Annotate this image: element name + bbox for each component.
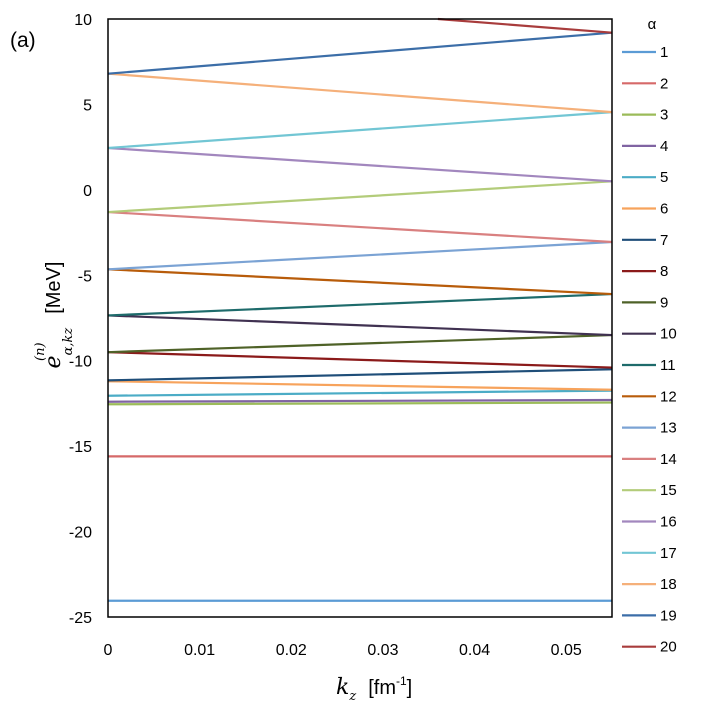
legend-label-6: 6: [660, 201, 668, 218]
x-axis-unit: [fm: [368, 677, 396, 699]
y-tick-label: 5: [83, 97, 92, 114]
x-axis-symbol: k: [336, 675, 349, 700]
legend-title: α: [648, 16, 657, 33]
legend-label-10: 10: [660, 326, 677, 343]
plot-frame: [107, 18, 613, 618]
x-tick-label: 0.02: [276, 642, 307, 659]
y-tick-labels: 10 5 0 -5 -10 -15 -20 -25: [69, 12, 92, 627]
x-axis-unit-end: ]: [407, 677, 413, 699]
legend-label-18: 18: [660, 576, 677, 593]
y-axis-label: eα,kz [MeV] (n): [33, 262, 76, 369]
x-axis-unit-superscript: -1: [396, 674, 407, 688]
y-tick-label: 10: [74, 12, 92, 29]
x-tick-label: 0: [104, 642, 113, 659]
x-tick-label: 0.03: [367, 642, 398, 659]
series-line-6: [107, 380, 613, 391]
panel-label: (a): [10, 29, 36, 52]
legend-label-13: 13: [660, 420, 677, 437]
legend-label-16: 16: [660, 514, 677, 531]
legend-label-12: 12: [660, 388, 677, 405]
x-axis-subscript: z: [348, 689, 356, 704]
series-line-9: [107, 333, 613, 354]
series-line-19: [107, 31, 613, 75]
y-tick-label: -10: [69, 354, 92, 371]
legend-label-11: 11: [660, 357, 676, 374]
legend-label-4: 4: [660, 138, 668, 155]
legend-label-19: 19: [660, 607, 677, 624]
series-line-17: [107, 111, 613, 150]
y-tick-label: -5: [78, 268, 92, 285]
y-tick-label: -20: [69, 525, 92, 542]
y-tick-label: -15: [69, 439, 92, 456]
series-line-3: [107, 401, 613, 406]
x-tick-label: 0.04: [459, 642, 490, 659]
legend-label-20: 20: [660, 639, 677, 656]
y-tick-label: 0: [83, 183, 92, 200]
series-line-14: [107, 210, 613, 244]
series-line-16: [107, 146, 613, 183]
series-line-15: [107, 180, 613, 214]
axes: [107, 18, 613, 618]
y-axis-superscript: (n): [33, 342, 48, 361]
legend-label-15: 15: [660, 482, 677, 499]
series-line-18: [107, 72, 613, 114]
legend-label-3: 3: [660, 107, 668, 124]
legend-label-17: 17: [660, 545, 677, 562]
legend-label-8: 8: [660, 263, 668, 280]
legend-label-5: 5: [660, 169, 668, 186]
series-line-4: [107, 398, 613, 403]
x-tick-label: 0.01: [184, 642, 215, 659]
series-lines: [107, 17, 613, 602]
svg-text:kz[fm-1]: kz [fm-1]: [336, 674, 412, 704]
series-line-20: [437, 17, 613, 34]
y-axis-symbol: e: [41, 355, 66, 368]
series-line-11: [107, 292, 613, 317]
legend-label-14: 14: [660, 451, 677, 468]
series-line-5: [107, 389, 613, 397]
series-line-12: [107, 268, 613, 296]
legend-label-9: 9: [660, 294, 668, 311]
legend-label-2: 2: [660, 75, 668, 92]
x-tick-label: 0.05: [551, 642, 582, 659]
y-axis-subscript: α,kz: [61, 328, 76, 356]
series-line-10: [107, 314, 613, 337]
legend-label-7: 7: [660, 232, 668, 249]
x-axis-label: kz [fm-1]: [336, 674, 412, 704]
series-line-7: [107, 368, 613, 382]
svg-text:eα,kz[MeV]: eα,kz [MeV]: [41, 262, 76, 369]
y-axis-unit: [MeV]: [43, 262, 65, 314]
series-line-8: [107, 351, 613, 369]
x-tick-labels: 0 0.01 0.02 0.03 0.04 0.05: [104, 642, 582, 659]
series-line-13: [107, 240, 613, 271]
y-tick-label: -25: [69, 610, 92, 627]
legend-label-1: 1: [660, 44, 668, 61]
